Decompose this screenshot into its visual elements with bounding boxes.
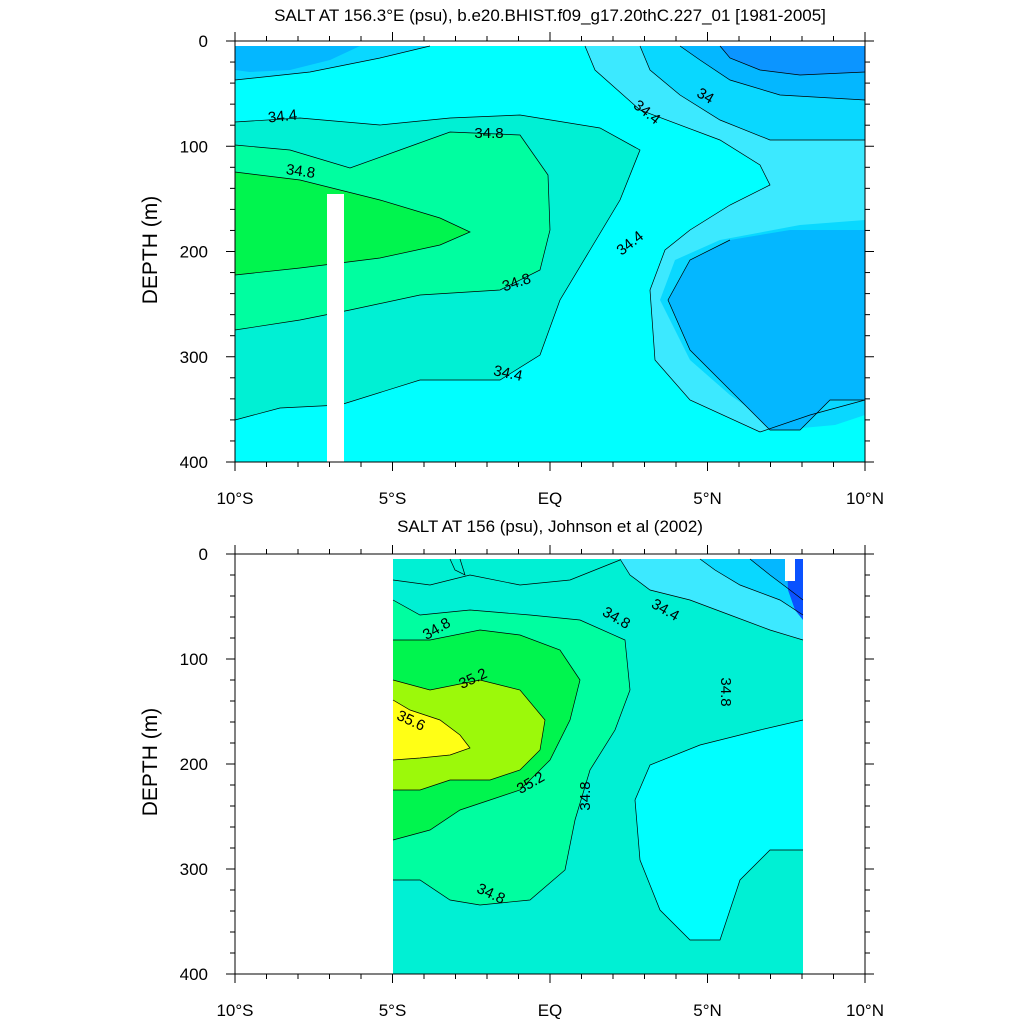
bottom-contour-lines	[392, 558, 804, 941]
bottom-contour-label: 34.8	[577, 781, 594, 810]
top-band-34.2-deep	[668, 230, 865, 430]
top-contour-label: 34.4	[492, 362, 524, 385]
top-contour-label: 34.8	[285, 161, 316, 182]
bottom-x-tick-label: EQ	[538, 1001, 563, 1020]
bottom-y-tick-label: 0	[199, 545, 208, 564]
bottom-y-tick-label: 200	[180, 755, 208, 774]
bottom-y-tick-label: 400	[180, 965, 208, 984]
bottom-y-axis-label: DEPTH (m)	[139, 708, 162, 817]
top-x-tick-label: 5°N	[693, 489, 722, 508]
bottom-band-35.8	[393, 700, 470, 760]
top-y-axis: 0 100 200 300 400	[180, 32, 874, 472]
top-y-tick-label: 200	[180, 243, 208, 262]
bottom-x-tick-label: 10°N	[846, 1001, 884, 1020]
bottom-plot-area: 34.8 34.8 34.4 35.2 34.8 35.6 35.2 34.8 …	[234, 553, 866, 975]
bottom-x-tick-label: 5°S	[379, 1001, 407, 1020]
top-x-tick-label: 5°S	[379, 489, 407, 508]
top-missing-data-column	[327, 194, 344, 462]
top-x-axis: 10°S 5°S EQ 5°N 10°N	[216, 32, 884, 508]
top-x-tick-label: EQ	[538, 489, 563, 508]
top-band-35.4	[235, 172, 470, 275]
top-contour-label: 34.4	[267, 107, 298, 127]
top-y-tick-label: 400	[180, 453, 208, 472]
top-y-tick-label: 0	[199, 32, 208, 51]
top-x-tick-label: 10°N	[846, 489, 884, 508]
top-contour-label: 34.8	[474, 125, 503, 142]
top-chart-title: SALT AT 156.3°E (psu), b.e20.BHIST.f09_g…	[274, 6, 826, 25]
top-band-34.2-southwest	[235, 46, 360, 72]
bottom-band-35.6	[393, 680, 545, 790]
top-plot-area: 34.4 34.8 34.8 34.8 34.4 34.4 34.4 34	[234, 40, 866, 463]
top-y-axis-label: DEPTH (m)	[139, 196, 162, 305]
bottom-y-tick-label: 100	[180, 650, 208, 669]
bottom-band-34.8-north	[635, 720, 803, 940]
top-contour-lines	[234, 45, 866, 433]
bottom-y-tick-label: 300	[180, 860, 208, 879]
top-y-tick-label: 300	[180, 348, 208, 367]
top-y-tick-label: 100	[180, 137, 208, 156]
bottom-x-tick-label: 10°S	[216, 1001, 253, 1020]
observed-salinity-panel: SALT AT 156 (psu), Johnson et al (2002)	[139, 517, 884, 1020]
bottom-x-axis: 10°S 5°S EQ 5°N 10°N	[216, 545, 884, 1020]
bottom-y-axis: 0 100 200 300 400	[180, 545, 874, 984]
bottom-missing-data-notch	[785, 559, 795, 581]
top-contour-label: 34	[694, 85, 717, 108]
bottom-contour-label: 34.8	[717, 677, 734, 706]
bottom-x-tick-label: 5°N	[693, 1001, 722, 1020]
top-x-tick-label: 10°S	[216, 489, 253, 508]
top-band-34.0-north	[720, 46, 865, 75]
bottom-chart-title: SALT AT 156 (psu), Johnson et al (2002)	[397, 517, 703, 536]
model-salinity-panel: SALT AT 156.3°E (psu), b.e20.BHIST.f09_g…	[139, 6, 884, 508]
